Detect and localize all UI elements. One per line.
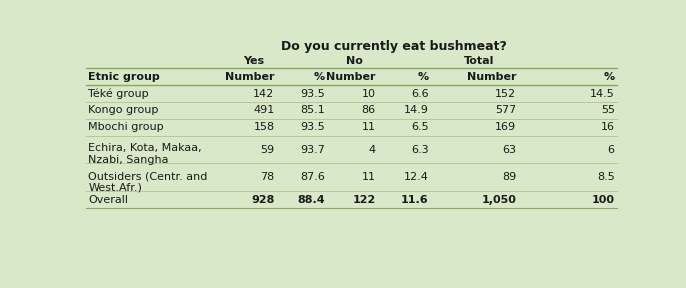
Text: 85.1: 85.1 [300,105,325,115]
Text: 100: 100 [592,195,615,204]
Text: Number: Number [467,72,517,82]
Text: %: % [604,72,615,82]
Text: 11: 11 [362,172,375,182]
Text: 14.5: 14.5 [590,88,615,98]
Text: 11: 11 [362,122,375,132]
Text: 16: 16 [601,122,615,132]
Text: 6.6: 6.6 [411,88,429,98]
Text: 55: 55 [601,105,615,115]
Text: 6: 6 [608,145,615,155]
Text: 63: 63 [502,145,517,155]
Text: 87.6: 87.6 [300,172,325,182]
Text: Echira, Kota, Makaa,
Nzabi, Sangha: Echira, Kota, Makaa, Nzabi, Sangha [88,143,202,165]
Text: Overall: Overall [88,195,128,204]
Text: 14.9: 14.9 [404,105,429,115]
Text: 86: 86 [362,105,375,115]
Text: 6.5: 6.5 [411,122,429,132]
Text: Mbochi group: Mbochi group [88,122,164,132]
Text: Yes: Yes [243,56,264,66]
Text: 11.6: 11.6 [401,195,429,204]
Text: 93.5: 93.5 [300,88,325,98]
Text: Etnic group: Etnic group [88,72,160,82]
Text: 491: 491 [253,105,274,115]
Text: 142: 142 [253,88,274,98]
Text: %: % [314,72,325,82]
Text: Outsiders (Centr. and
West.Afr.): Outsiders (Centr. and West.Afr.) [88,171,208,193]
Text: %: % [418,72,429,82]
Text: 158: 158 [253,122,274,132]
Text: 8.5: 8.5 [597,172,615,182]
Text: 88.4: 88.4 [297,195,325,204]
Text: 89: 89 [502,172,517,182]
Text: 169: 169 [495,122,517,132]
Text: Number: Number [225,72,274,82]
Text: Number: Number [326,72,375,82]
Text: 78: 78 [260,172,274,182]
Text: Téké group: Téké group [88,88,149,99]
Text: 122: 122 [352,195,375,204]
Text: Do you currently eat bushmeat?: Do you currently eat bushmeat? [281,40,507,53]
Text: 6.3: 6.3 [411,145,429,155]
Text: Kongo group: Kongo group [88,105,158,115]
Text: 59: 59 [261,145,274,155]
Text: 93.7: 93.7 [300,145,325,155]
Text: 12.4: 12.4 [404,172,429,182]
Text: 577: 577 [495,105,517,115]
Text: 93.5: 93.5 [300,122,325,132]
Text: 152: 152 [495,88,517,98]
Text: Total: Total [464,56,495,66]
Text: 10: 10 [362,88,375,98]
Text: 1,050: 1,050 [482,195,517,204]
Text: 4: 4 [368,145,375,155]
Text: No: No [346,56,363,66]
Text: 928: 928 [251,195,274,204]
